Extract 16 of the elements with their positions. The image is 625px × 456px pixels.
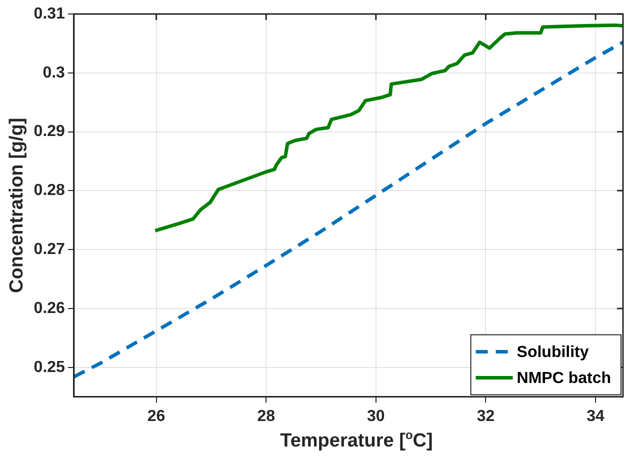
legend-label: NMPC batch (516, 370, 612, 388)
x-tick-label: 34 (586, 408, 605, 425)
x-tick-label: 28 (257, 408, 276, 425)
y-tick-label: 0.3 (42, 64, 66, 82)
y-tick-label: 0.27 (34, 240, 66, 258)
x-axis-title: Temperature [$^{o}$C] (279, 428, 434, 452)
x-tick-label: 30 (367, 408, 385, 425)
y-tick-label: 0.29 (34, 123, 66, 140)
y-tick-label: 0.26 (34, 300, 66, 317)
y-tick-label: 0.31 (34, 5, 66, 22)
y-axis-title: Concentration [g/g] (6, 118, 28, 293)
x-tick-label: 32 (476, 408, 495, 425)
y-tick-label: 0.28 (34, 182, 66, 200)
y-tick-label: 0.25 (34, 358, 66, 376)
x-tick-label: 26 (147, 408, 166, 425)
legend-label: Solubility (516, 344, 589, 362)
